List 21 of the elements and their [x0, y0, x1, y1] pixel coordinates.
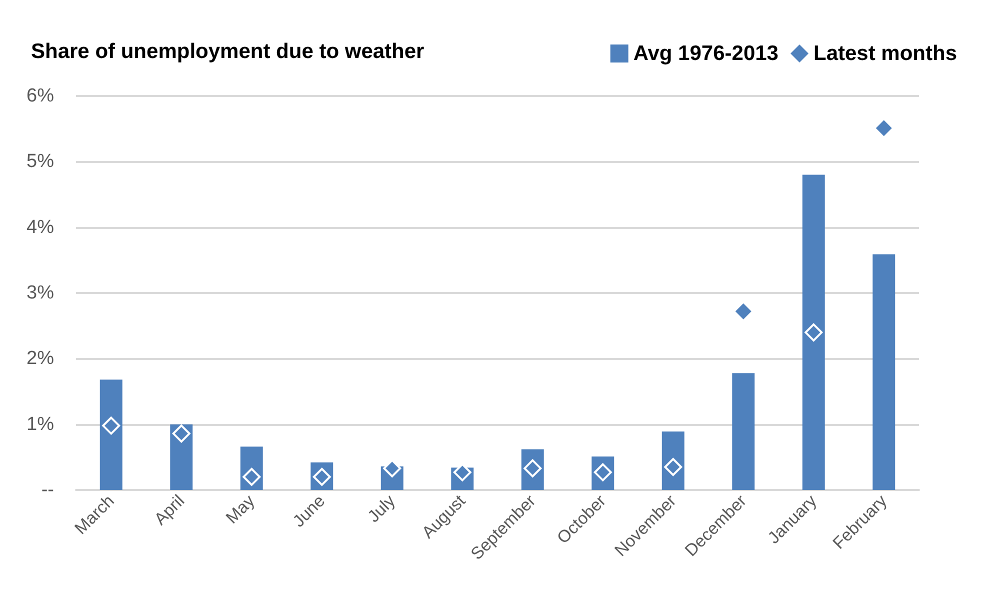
y-tick-label: -- [41, 480, 54, 500]
y-tick-label: 4% [26, 216, 54, 238]
point [804, 323, 823, 342]
chart-title: Share of unemployment due to weather [31, 40, 424, 63]
bar [662, 432, 684, 490]
y-tick-label: 3% [26, 282, 54, 304]
y-tick-label: 2% [26, 348, 54, 370]
y-tick-label: 5% [26, 151, 54, 172]
point [102, 416, 120, 435]
bar [732, 373, 755, 490]
bar [170, 424, 193, 490]
x-tick-label: July [364, 490, 400, 526]
bar [100, 380, 122, 490]
legend-label: Avg 1976-2013 [633, 42, 778, 65]
y-tick-label: 1% [26, 414, 54, 435]
x-tick-label: May [222, 490, 259, 528]
point [172, 424, 190, 443]
bar [802, 174, 825, 490]
y-tick-label: 6% [26, 86, 54, 106]
legend-label: Latest months [813, 42, 957, 65]
bar [872, 254, 896, 490]
